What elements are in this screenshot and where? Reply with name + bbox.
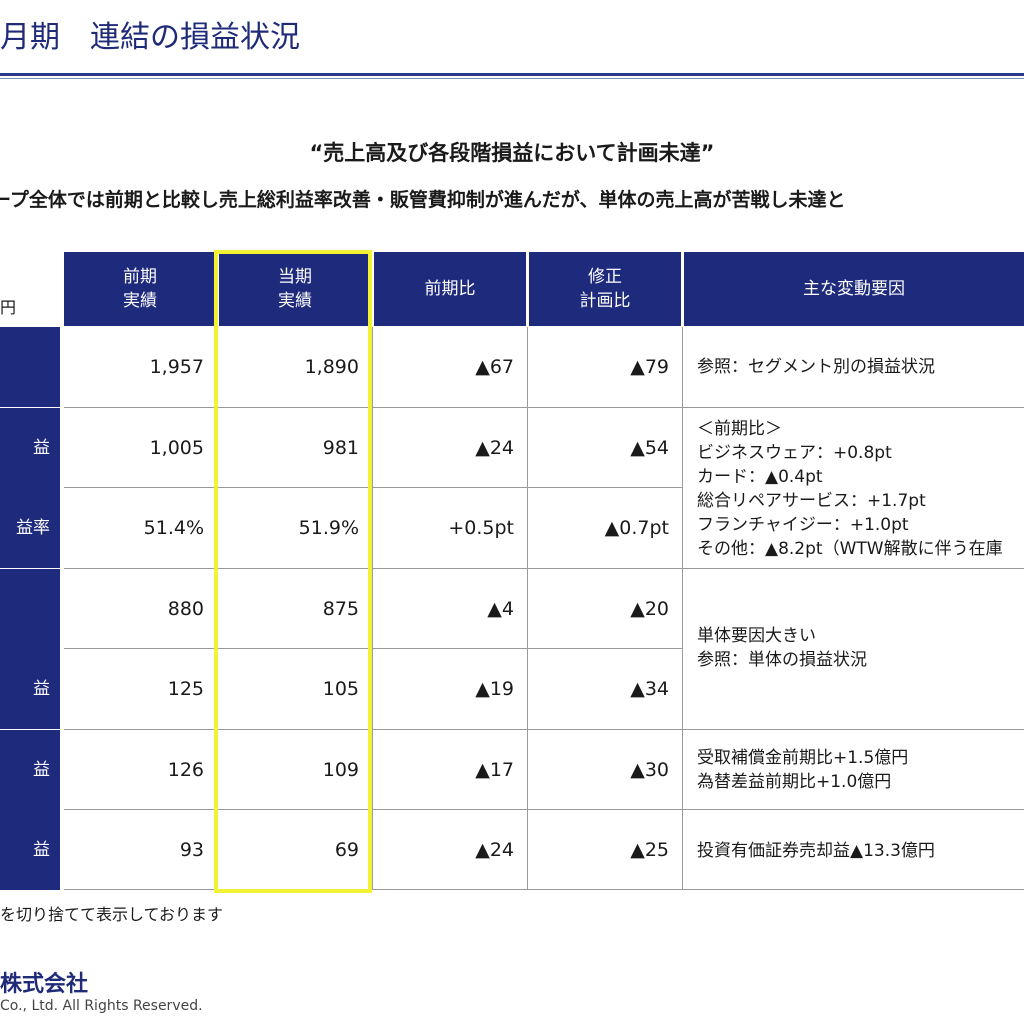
grid-line: [64, 487, 682, 488]
header-prev-actual: 前期 実績: [64, 252, 216, 326]
header-yoy: 前期比: [374, 252, 526, 326]
factor-note: ＜前期比＞ ビジネスウェア：+0.8pt カード：▲0.4pt 総合リペアサービ…: [697, 419, 1003, 559]
cell-prev: 125: [167, 678, 204, 700]
cell-prev: 1,005: [149, 437, 204, 459]
footnote: を切り捨てて表示しております: [0, 905, 224, 924]
factor-note: 受取補償金前期比+1.5億円 為替差益前期比+1.0億円: [697, 748, 909, 792]
cell-yoy: ▲24: [475, 437, 514, 459]
cell-curr: 51.9%: [298, 517, 359, 539]
cell-plan: ▲20: [630, 598, 669, 620]
headline: “売上高及び各段階損益において計画未達”: [309, 141, 715, 165]
cell-yoy: ▲4: [487, 598, 514, 620]
cell-plan: ▲0.7pt: [604, 517, 669, 539]
cell-yoy: ▲24: [475, 839, 514, 861]
cell-yoy: ▲67: [475, 356, 514, 378]
cell-plan: ▲30: [630, 759, 669, 781]
grid-line: [527, 327, 528, 890]
grid-line: [64, 729, 682, 730]
header-curr-actual: 当期 実績: [219, 252, 371, 326]
cell-curr: 875: [322, 598, 359, 620]
subheadline-text: ープ全体では前期と比較し売上総利益率改善・販管費抑制が進んだが、単体の売上高が苦…: [0, 189, 846, 211]
factor-note: 投資有価証券売却益▲13.3億円: [697, 841, 935, 861]
row-label: 益: [0, 730, 60, 810]
cell-yoy: ▲19: [475, 678, 514, 700]
cell-curr: 109: [322, 759, 359, 781]
cell-curr: 981: [322, 437, 359, 459]
grid-line: [683, 729, 1024, 730]
row-label: 益率: [0, 488, 60, 568]
cell-yoy: +0.5pt: [448, 517, 514, 539]
grid-line: [683, 809, 1024, 810]
subheadline: ープ全体では前期と比較し売上総利益率改善・販管費抑制が進んだが、単体の売上高が苦…: [0, 184, 1024, 216]
header-factors: 主な変動要因: [684, 252, 1024, 326]
grid-line: [683, 407, 1024, 408]
cell-curr: 105: [322, 678, 359, 700]
grid-line: [217, 327, 218, 890]
cell-plan: ▲25: [630, 839, 669, 861]
cell-prev: 1,957: [149, 356, 204, 378]
row-label: 益: [0, 408, 60, 488]
title-rule-thin: [0, 78, 1024, 79]
page-title: 月期 連結の損益状況: [0, 20, 300, 55]
cell-curr: 69: [334, 839, 359, 861]
cell-prev: 51.4%: [143, 517, 204, 539]
grid-line: [372, 327, 373, 890]
grid-line: [64, 568, 682, 569]
title-rule: [0, 73, 1024, 76]
factor-note: 参照：セグメント別の損益状況: [697, 357, 935, 377]
row-label: [0, 569, 60, 649]
cell-plan: ▲79: [630, 356, 669, 378]
unit-label: 円: [0, 298, 17, 317]
cell-prev: 880: [167, 598, 204, 620]
cell-prev: 126: [167, 759, 204, 781]
header-vs-plan: 修正 計画比: [529, 252, 681, 326]
row-label: 益: [0, 649, 60, 729]
cell-plan: ▲54: [630, 437, 669, 459]
grid-line: [683, 568, 1024, 569]
row-label: 益: [0, 810, 60, 890]
row-label: [0, 327, 60, 407]
cell-plan: ▲34: [630, 678, 669, 700]
copyright: Co., Ltd. All Rights Reserved.: [0, 998, 203, 1014]
cell-yoy: ▲17: [475, 759, 514, 781]
factor-note: 単体要因大きい 参照：単体の損益状況: [697, 626, 867, 670]
cell-prev: 93: [179, 839, 204, 861]
company-name: 株式会社: [0, 972, 89, 997]
cell-curr: 1,890: [304, 356, 359, 378]
grid-line: [64, 809, 682, 810]
grid-line: [64, 889, 1024, 890]
grid-line: [64, 648, 682, 649]
grid-line: [64, 407, 682, 408]
grid-line: [682, 327, 683, 890]
